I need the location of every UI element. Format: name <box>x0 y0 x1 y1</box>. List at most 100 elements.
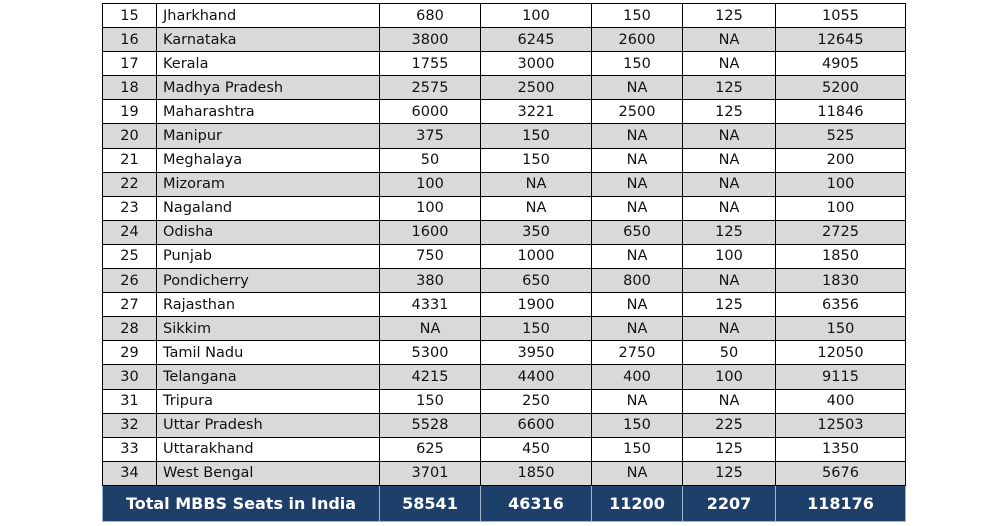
serial-number-cell: 31 <box>102 388 157 414</box>
table-row: 18 Madhya Pradesh 2575 2500 NA 125 5200 <box>102 75 906 101</box>
state-name-cell: Karnataka <box>156 27 380 53</box>
col3-cell: NA <box>591 316 683 342</box>
col4-cell: NA <box>682 171 776 197</box>
col1-cell: 3800 <box>379 27 481 53</box>
table-row: 21 Meghalaya 50 150 NA NA 200 <box>102 147 906 173</box>
serial-number-cell: 16 <box>102 27 157 53</box>
col1-cell: 3701 <box>379 460 481 486</box>
col2-cell: 6245 <box>480 27 592 53</box>
col4-cell: 125 <box>682 2 776 29</box>
col2-cell: 4400 <box>480 364 592 390</box>
state-name-cell: Sikkim <box>156 316 380 342</box>
col1-cell: 375 <box>379 123 481 149</box>
state-name-cell: Nagaland <box>156 195 380 221</box>
col3-cell: NA <box>591 388 683 414</box>
col1-cell: 150 <box>379 388 481 414</box>
col3-cell: 400 <box>591 364 683 390</box>
col4-cell: 125 <box>682 292 776 318</box>
table-row: 19 Maharashtra 6000 3221 2500 125 11846 <box>102 99 906 125</box>
total-seats-cell: 1850 <box>775 243 906 270</box>
serial-number-cell: 19 <box>102 99 157 125</box>
serial-number-cell: 27 <box>102 292 157 318</box>
total-seats-cell: 200 <box>775 147 906 173</box>
state-name-cell: Mizoram <box>156 171 380 197</box>
table-row: 27 Rajasthan 4331 1900 NA 125 6356 <box>102 292 906 318</box>
col3-cell: NA <box>591 123 683 149</box>
col1-cell: 5300 <box>379 340 481 366</box>
table-row: 28 Sikkim NA 150 NA NA 150 <box>102 316 906 342</box>
col4-cell: NA <box>682 268 776 294</box>
col4-cell: NA <box>682 123 776 149</box>
table-row: 22 Mizoram 100 NA NA NA 100 <box>102 171 906 197</box>
serial-number-cell: 24 <box>102 219 157 245</box>
col1-cell: 50 <box>379 147 481 173</box>
serial-number-cell: 22 <box>102 171 157 197</box>
state-name-cell: Meghalaya <box>156 147 380 173</box>
state-name-cell: Pondicherry <box>156 268 380 294</box>
total-seats-cell: 12503 <box>775 412 906 438</box>
col4-cell: NA <box>682 388 776 414</box>
state-name-cell: Rajasthan <box>156 292 380 318</box>
state-name-cell: Jharkhand <box>156 2 380 29</box>
col4-cell: 100 <box>682 243 776 270</box>
col3-cell: 150 <box>591 51 683 77</box>
total-c3-cell: 11200 <box>591 484 683 522</box>
total-seats-cell: 12050 <box>775 340 906 366</box>
col2-cell: NA <box>480 195 592 221</box>
col1-cell: 1755 <box>379 51 481 77</box>
serial-number-cell: 30 <box>102 364 157 390</box>
table-row: 23 Nagaland 100 NA NA NA 100 <box>102 195 906 221</box>
total-seats-cell: 525 <box>775 123 906 149</box>
col4-cell: 125 <box>682 219 776 245</box>
col2-cell: 3221 <box>480 99 592 125</box>
total-seats-cell: 1350 <box>775 436 906 462</box>
col1-cell: 4215 <box>379 364 481 390</box>
state-name-cell: Tamil Nadu <box>156 340 380 366</box>
col4-cell: NA <box>682 195 776 221</box>
serial-number-cell: 34 <box>102 460 157 486</box>
col1-cell: NA <box>379 316 481 342</box>
state-name-cell: Manipur <box>156 123 380 149</box>
total-seats-cell: 9115 <box>775 364 906 390</box>
col3-cell: 650 <box>591 219 683 245</box>
col4-cell: NA <box>682 147 776 173</box>
state-name-cell: Tripura <box>156 388 380 414</box>
col3-cell: 2600 <box>591 27 683 53</box>
col2-cell: 1900 <box>480 292 592 318</box>
col3-cell: NA <box>591 195 683 221</box>
col2-cell: 250 <box>480 388 592 414</box>
serial-number-cell: 25 <box>102 243 157 270</box>
grand-total-cell: 118176 <box>775 484 906 522</box>
table-row: 15 Jharkhand 680 100 150 125 1055 <box>102 2 906 29</box>
col1-cell: 6000 <box>379 99 481 125</box>
col2-cell: 650 <box>480 268 592 294</box>
total-seats-cell: 100 <box>775 195 906 221</box>
col2-cell: 150 <box>480 147 592 173</box>
col2-cell: 150 <box>480 123 592 149</box>
col2-cell: 450 <box>480 436 592 462</box>
col2-cell: 1000 <box>480 243 592 270</box>
serial-number-cell: 23 <box>102 195 157 221</box>
total-c4-cell: 2207 <box>682 484 776 522</box>
state-name-cell: Maharashtra <box>156 99 380 125</box>
state-name-cell: Telangana <box>156 364 380 390</box>
table-row: 26 Pondicherry 380 650 800 NA 1830 <box>102 268 906 294</box>
col4-cell: NA <box>682 316 776 342</box>
col2-cell: 150 <box>480 316 592 342</box>
col3-cell: 800 <box>591 268 683 294</box>
col1-cell: 380 <box>379 268 481 294</box>
col1-cell: 4331 <box>379 292 481 318</box>
col1-cell: 100 <box>379 195 481 221</box>
col3-cell: NA <box>591 147 683 173</box>
total-seats-cell: 6356 <box>775 292 906 318</box>
state-name-cell: Odisha <box>156 219 380 245</box>
col4-cell: 50 <box>682 340 776 366</box>
total-seats-cell: 100 <box>775 171 906 197</box>
state-name-cell: Uttarakhand <box>156 436 380 462</box>
col4-cell: NA <box>682 27 776 53</box>
serial-number-cell: 15 <box>102 2 157 29</box>
table-row: 30 Telangana 4215 4400 400 100 9115 <box>102 364 906 390</box>
col1-cell: 750 <box>379 243 481 270</box>
col3-cell: 150 <box>591 412 683 438</box>
total-seats-cell: 1055 <box>775 2 906 29</box>
